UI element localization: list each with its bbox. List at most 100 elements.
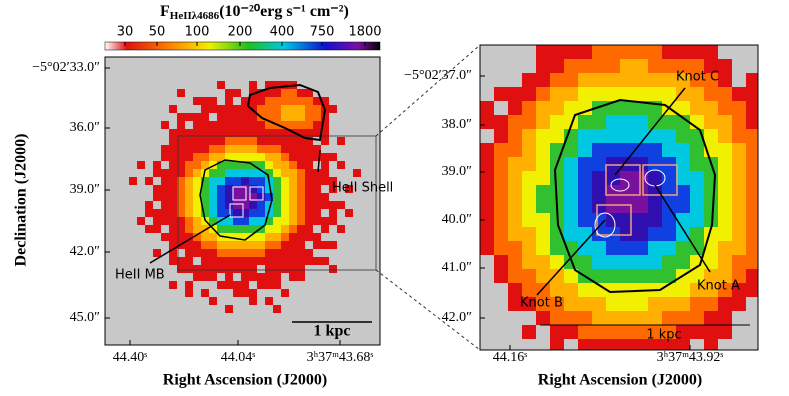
pixel xyxy=(241,169,249,177)
colorbar xyxy=(104,41,381,51)
pixel xyxy=(193,249,201,257)
pixel xyxy=(648,269,662,283)
pixel xyxy=(225,305,233,313)
pixel xyxy=(321,129,329,137)
pixel xyxy=(564,157,578,171)
pixel xyxy=(297,241,305,249)
pixel xyxy=(201,257,209,265)
pixel xyxy=(550,241,564,255)
pixel xyxy=(177,233,185,241)
pixel xyxy=(550,59,564,73)
pixel xyxy=(550,115,564,129)
pixel xyxy=(536,185,550,199)
pixel xyxy=(634,199,648,213)
pixel xyxy=(564,45,578,59)
pixel xyxy=(265,265,273,273)
pixel xyxy=(289,257,297,265)
pixel xyxy=(225,161,233,169)
pixel xyxy=(662,143,676,157)
box xyxy=(642,164,678,196)
pixel xyxy=(746,241,758,255)
pixel xyxy=(718,269,732,283)
pixel xyxy=(209,297,217,305)
pixel xyxy=(185,113,193,121)
pixel xyxy=(718,129,732,143)
pixel xyxy=(249,217,257,225)
pixel xyxy=(209,185,217,193)
pixel xyxy=(606,143,620,157)
pixel xyxy=(129,177,137,185)
scale-label: 1 kpc xyxy=(646,328,681,343)
pixel xyxy=(265,185,273,193)
pixel xyxy=(297,121,305,129)
pixel xyxy=(241,265,249,273)
pixel xyxy=(578,73,592,87)
pixel xyxy=(620,213,634,227)
pixel xyxy=(265,225,273,233)
pixel xyxy=(592,311,606,325)
pixel xyxy=(233,249,241,257)
pixel xyxy=(289,233,297,241)
pixel xyxy=(201,137,209,145)
pixel xyxy=(480,101,494,115)
pixel xyxy=(273,249,281,257)
pixel xyxy=(704,199,718,213)
pixel xyxy=(281,193,289,201)
pixel xyxy=(704,269,718,283)
pixel xyxy=(209,209,217,217)
pixel xyxy=(249,177,257,185)
pixel xyxy=(508,129,522,143)
pixel xyxy=(508,255,522,269)
pixel xyxy=(185,201,193,209)
pixel xyxy=(257,209,265,217)
pixel xyxy=(273,217,281,225)
pixel xyxy=(193,113,201,121)
pixel xyxy=(169,209,177,217)
pixel xyxy=(145,209,153,217)
pixel xyxy=(648,241,662,255)
pixel xyxy=(550,269,564,283)
pixel xyxy=(564,311,578,325)
pixel xyxy=(161,233,169,241)
pixel xyxy=(305,233,313,241)
pixel xyxy=(193,265,201,273)
pixel xyxy=(249,153,257,161)
pixel xyxy=(257,177,265,185)
pixel xyxy=(620,45,634,59)
pixel xyxy=(522,213,536,227)
pixel xyxy=(241,201,249,209)
pixel xyxy=(648,171,662,185)
pixel xyxy=(289,225,297,233)
pixel xyxy=(209,161,217,169)
pixel xyxy=(676,241,690,255)
pixel xyxy=(704,297,718,311)
pixel xyxy=(241,113,249,121)
pixel xyxy=(704,115,718,129)
pixel xyxy=(634,325,648,339)
pixel xyxy=(233,177,241,185)
pixel xyxy=(273,161,281,169)
pixel xyxy=(289,241,297,249)
pixel xyxy=(606,297,620,311)
pixel xyxy=(257,217,265,225)
pixel xyxy=(169,145,177,153)
pixel xyxy=(676,45,690,59)
colorbar-tick-label: 50 xyxy=(149,25,166,40)
pixel xyxy=(536,199,550,213)
pixel xyxy=(169,177,177,185)
pixel xyxy=(209,129,217,137)
mb-contour xyxy=(199,159,273,241)
pixel xyxy=(241,281,249,289)
pixel xyxy=(265,241,273,249)
pixel xyxy=(217,265,225,273)
pixel xyxy=(217,209,225,217)
pixel xyxy=(217,81,225,89)
pixel xyxy=(249,185,257,193)
pixel xyxy=(233,193,241,201)
pixel xyxy=(480,199,494,213)
pixel xyxy=(281,257,289,265)
pixel xyxy=(193,153,201,161)
pixel xyxy=(281,241,289,249)
pixel xyxy=(249,241,257,249)
pixel xyxy=(480,213,494,227)
